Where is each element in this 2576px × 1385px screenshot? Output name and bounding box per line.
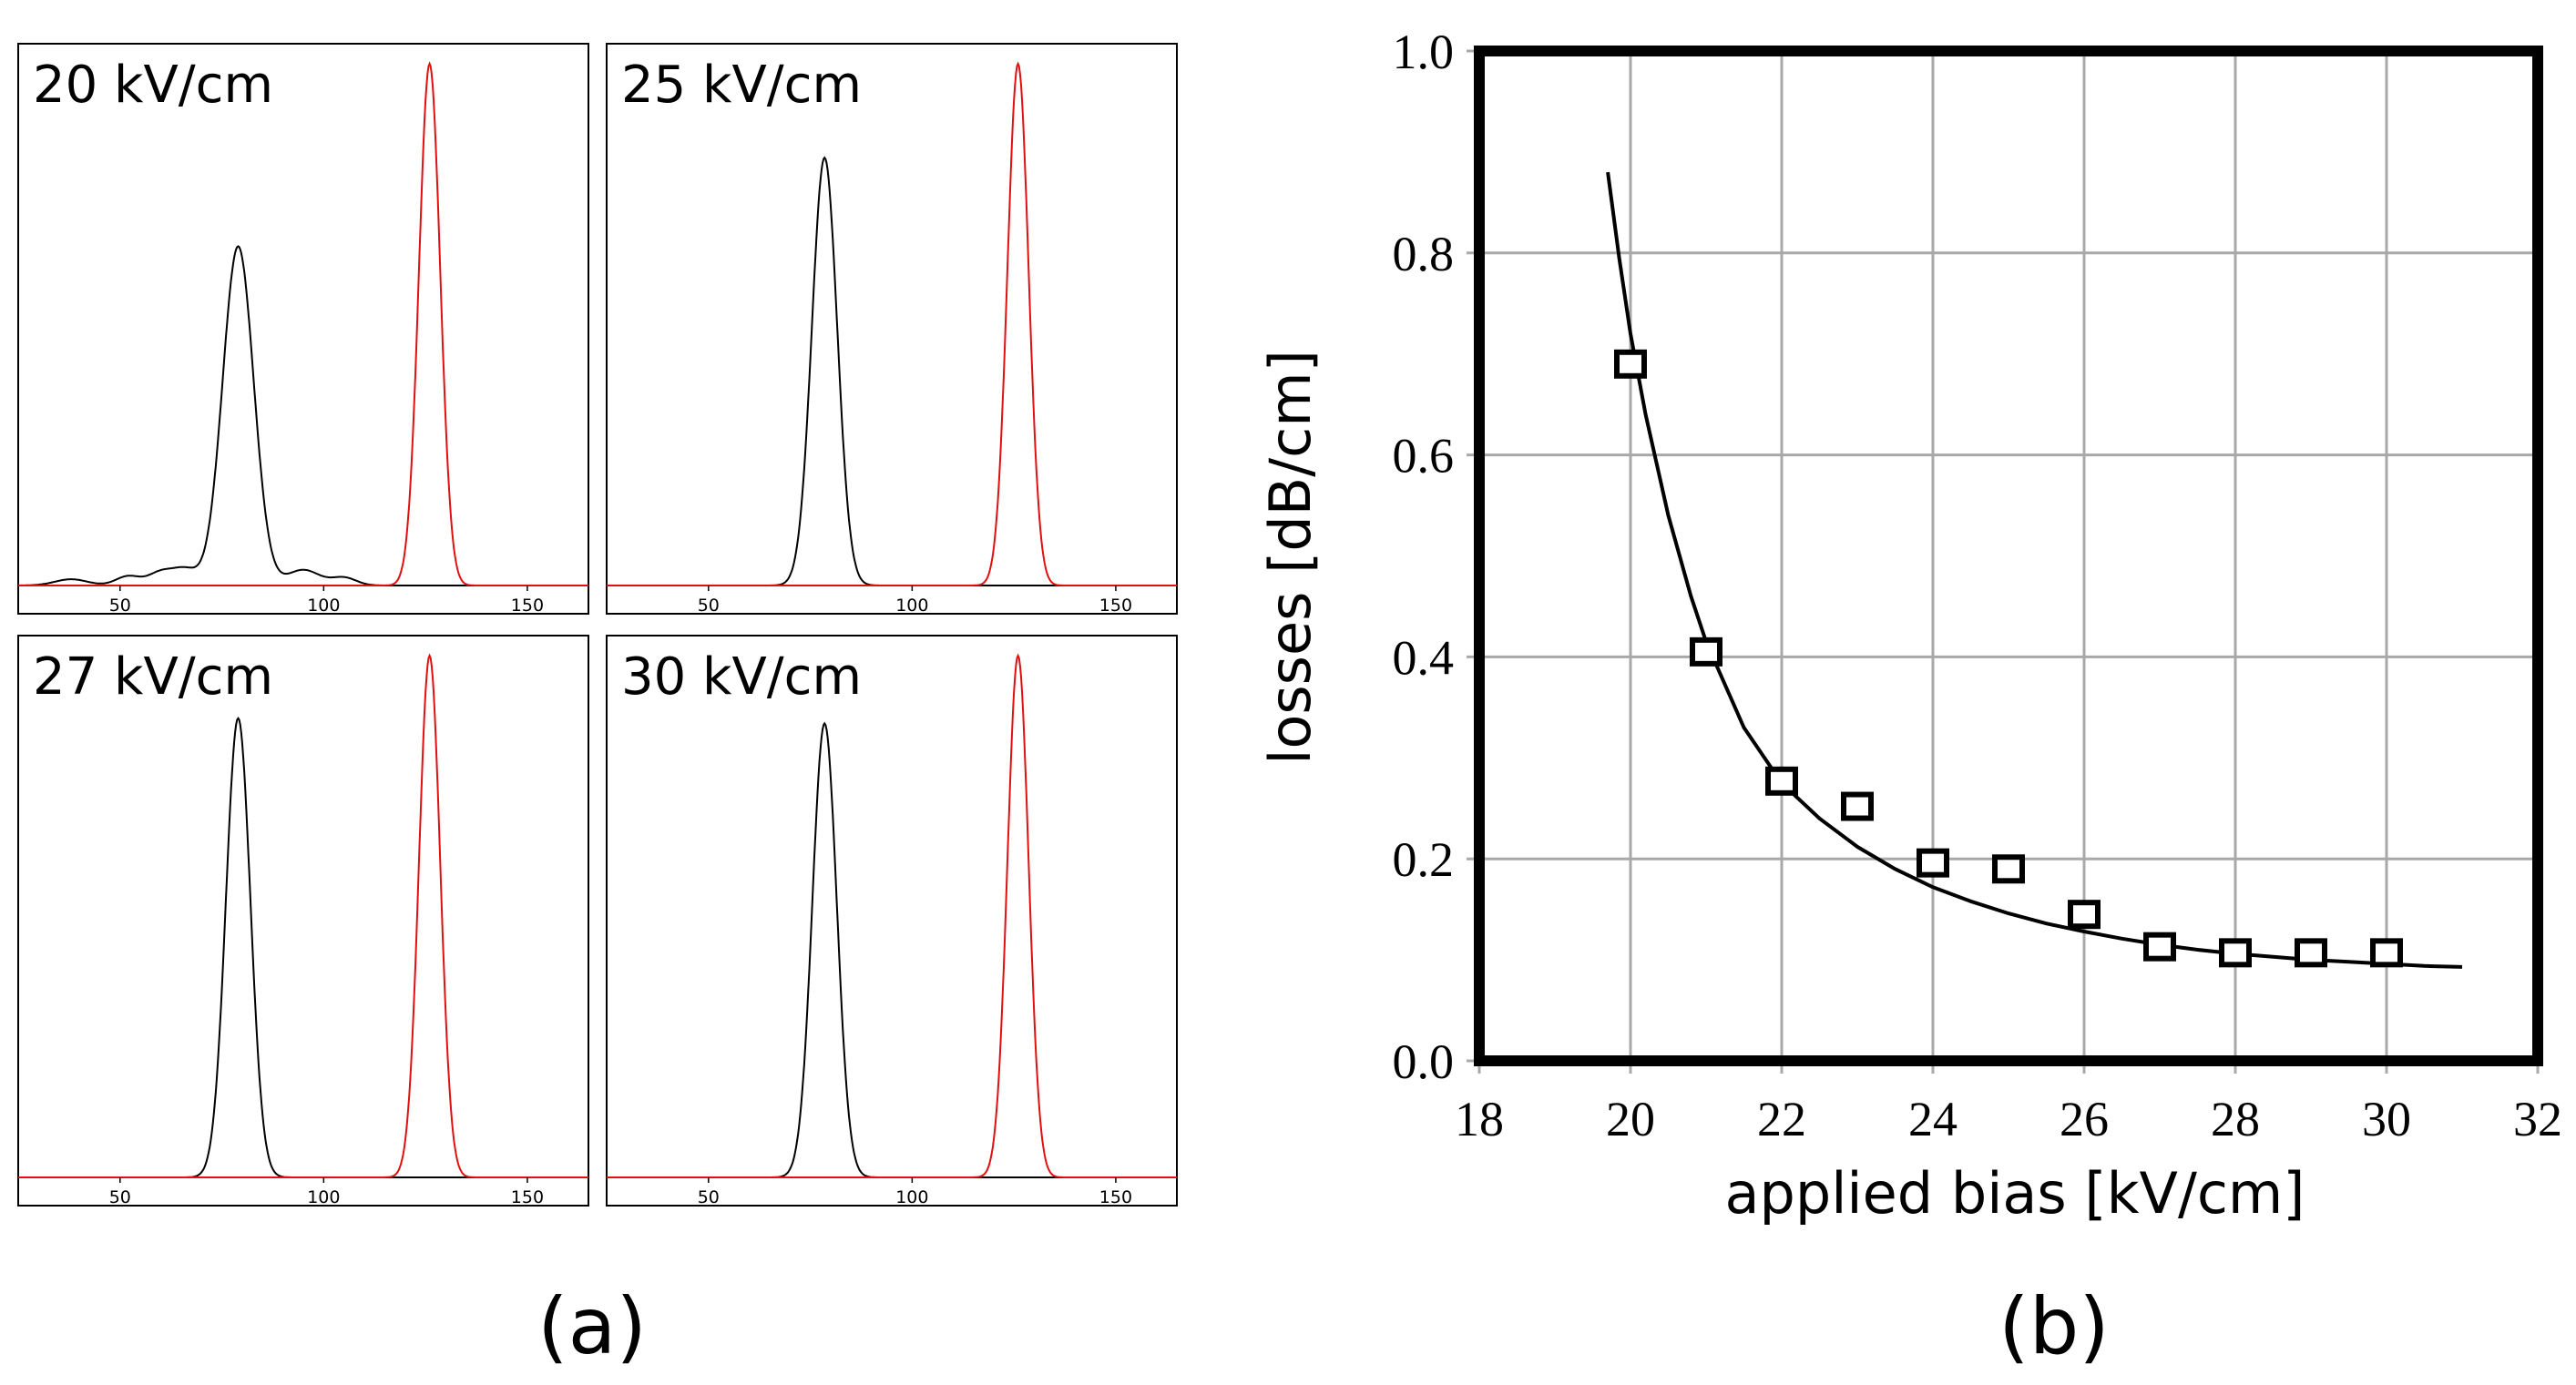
subplot-ticks: 50 100 150 [698,1177,1132,1207]
y-axis-title: losses [dB/cm] [1257,350,1324,765]
y-tick-label: 0.2 [1393,832,1455,887]
subplot-curves [18,653,588,1178]
subplot-frame [606,43,1178,615]
subplot-frame [17,635,589,1207]
x-axis-title: applied bias [kV/cm] [1724,1160,2305,1227]
data-point [1690,636,1722,667]
x-tick-label: 150 [1099,596,1132,616]
subplot-curves [607,653,1177,1178]
y-tick-label: 0.6 [1393,429,1455,484]
spectrum-red-peak [607,653,1177,1178]
subplot-ticks: 50 100 150 [109,1177,544,1207]
y-tick-label: 1.0 [1393,25,1455,79]
subplot-curves [18,61,588,586]
x-tick-label: 20 [1606,1092,1655,1146]
subplot-0: 50 100 150 20 kV/cm [17,43,589,616]
x-tick-label: 50 [698,1187,720,1207]
data-point [2068,900,2101,930]
subplot-curves [607,61,1177,586]
subplot-label: 27 kV/cm [33,647,273,707]
x-tick-label: 150 [1099,1187,1132,1207]
x-tick-label: 28 [2211,1092,2260,1146]
panel-a: 50 100 150 20 kV/cm 50 100 150 25 kV/cm 50 10… [17,43,1178,1372]
x-tick-label: 50 [109,596,131,616]
x-tick-label: 50 [698,596,720,616]
x-tick-label: 26 [2060,1092,2109,1146]
data-point [1992,854,2025,884]
data-point [1765,766,1798,796]
subplot-label: 20 kV/cm [33,56,273,115]
subplot-label: 30 kV/cm [621,647,862,707]
subplot-ticks: 50 100 150 [109,586,544,616]
data-point [2295,938,2327,968]
caption-a: (a) [537,1281,647,1372]
data-point [2219,938,2252,968]
grid [1467,49,2540,1074]
subplot-1: 50 100 150 25 kV/cm [606,43,1178,616]
x-tick-label: 100 [895,596,928,616]
x-tick-label: 22 [1757,1092,1806,1146]
subplot-ticks: 50 100 150 [698,586,1132,616]
subplot-2: 50 100 150 27 kV/cm [17,635,589,1207]
subplot-frame [17,43,589,615]
x-tick-label: 100 [307,1187,340,1207]
spectrum-red-peak [18,653,588,1178]
subplot-frame [606,635,1178,1207]
x-tick-label: 150 [511,596,544,616]
spectrum-red-peak [607,61,1177,586]
subplot-3: 50 100 150 30 kV/cm [606,635,1178,1207]
caption-b: (b) [1998,1281,2110,1372]
data-point [1614,349,1647,379]
x-tick-label: 24 [1908,1092,1958,1146]
plot-frame [1474,46,2543,1066]
data-point [1917,848,1949,878]
data-point [2143,932,2176,962]
x-tick-label: 50 [109,1187,131,1207]
x-tick-label: 30 [2362,1092,2411,1146]
y-tick-labels: 0.0 0.2 0.4 0.6 0.8 1.0 [1393,25,1455,1089]
subplot-label: 25 kV/cm [621,56,862,115]
y-tick-label: 0.4 [1393,630,1455,685]
spectrum-red-peak [18,61,588,586]
data-point [2370,938,2403,968]
y-tick-label: 0.8 [1393,227,1455,281]
panel-b: 0.0 0.2 0.4 0.6 0.8 1.0 18 20 22 24 26 28 30 32 appl… [1257,25,2562,1372]
y-tick-label: 0.0 [1393,1034,1455,1089]
x-tick-label: 18 [1455,1092,1504,1146]
data-points [1614,349,2403,968]
x-tick-label: 32 [2513,1092,2562,1146]
x-tick-labels: 18 20 22 24 26 28 30 32 [1455,1092,2562,1146]
x-tick-label: 150 [511,1187,544,1207]
x-tick-label: 100 [307,596,340,616]
x-tick-label: 100 [895,1187,928,1207]
data-point [1841,791,1874,821]
fit-curve [1606,171,2463,969]
